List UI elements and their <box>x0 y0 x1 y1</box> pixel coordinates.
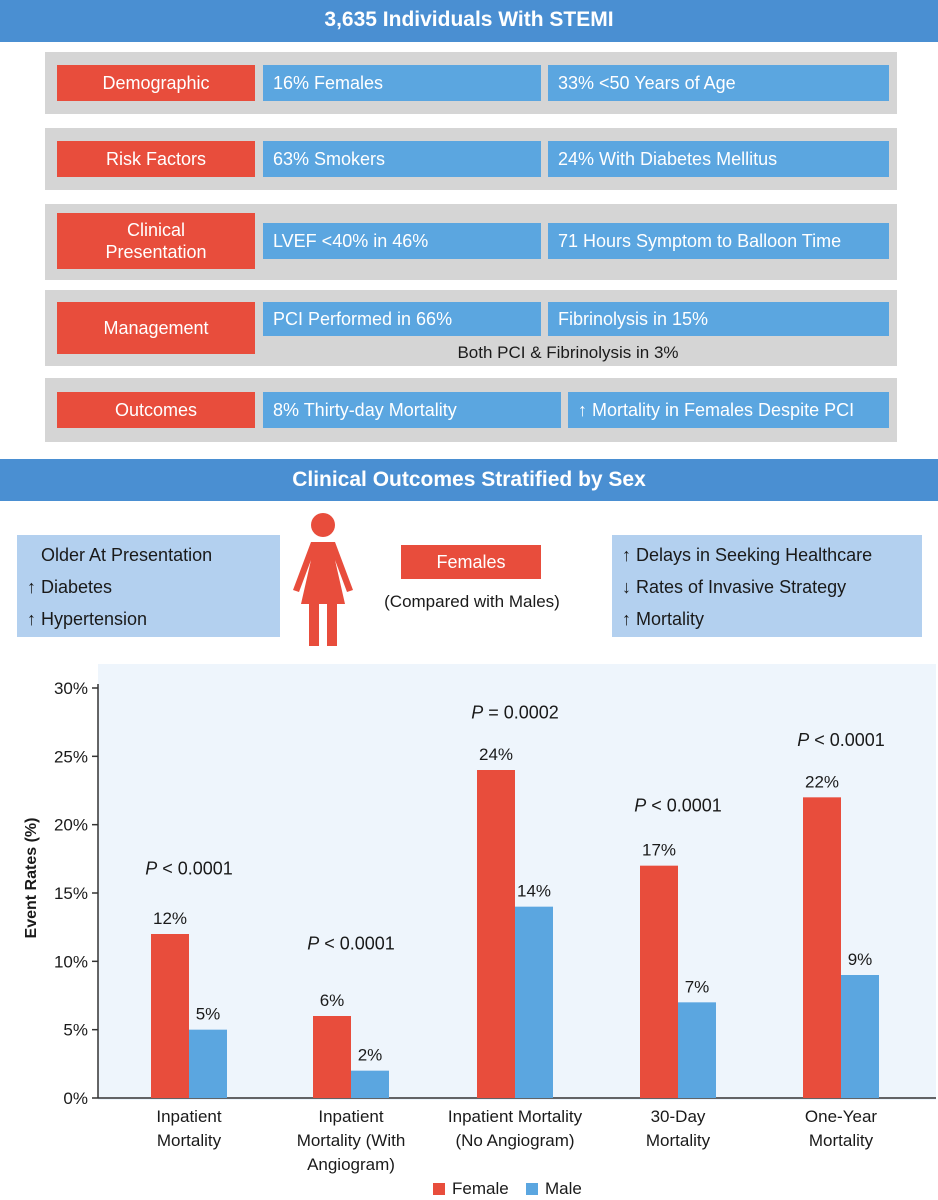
y-axis-label: Event Rates (%) <box>23 818 40 939</box>
row-note-both: Both PCI & Fibrinolysis in 3% <box>457 343 679 362</box>
bar-male <box>678 1002 716 1098</box>
x-tick-label: Inpatient Mortality (No Angiogram) <box>448 1107 583 1150</box>
row-value-lvef: LVEF <40% in 46% <box>263 223 541 259</box>
bar-value-label: 9% <box>848 950 873 969</box>
bar-value-label: 22% <box>805 772 839 791</box>
x-tick-label: 30-Day Mortality <box>646 1107 711 1150</box>
bar-value-label: 14% <box>517 882 551 901</box>
bar-value-label: 24% <box>479 745 513 764</box>
females-subtitle: (Compared with Males) <box>384 592 560 611</box>
legend-label-male: Male <box>545 1179 582 1198</box>
female-figure-icon <box>293 513 353 646</box>
row-label-management: Management <box>57 302 255 354</box>
bar-female <box>803 797 841 1098</box>
row-value-diabetes: 24% With Diabetes Mellitus <box>548 141 889 177</box>
bar-value-label: 5% <box>196 1005 221 1024</box>
row-label-demographic: Demographic <box>57 65 255 101</box>
p-value-label: P < 0.0001 <box>797 730 885 750</box>
bar-male <box>515 906 553 1098</box>
bar-value-label: 17% <box>642 841 676 860</box>
row-value-females: 16% Females <box>263 65 541 101</box>
legend-label-female: Female <box>452 1179 509 1198</box>
bar-male <box>841 975 879 1098</box>
y-tick-label: 30% <box>54 679 88 698</box>
bar-female <box>313 1016 351 1098</box>
row-value-fibrinolysis: Fibrinolysis in 15% <box>548 302 889 336</box>
row-value-smokers: 63% Smokers <box>263 141 541 177</box>
bar-female <box>151 934 189 1098</box>
x-tick-label: Inpatient Mortality (With Angiogram) <box>297 1107 406 1174</box>
bar-value-label: 2% <box>358 1046 383 1065</box>
legend-swatch-male <box>526 1183 538 1195</box>
females-label: Females <box>401 545 541 579</box>
row-value-pci: PCI Performed in 66% <box>263 302 541 336</box>
y-tick-label: 15% <box>54 884 88 903</box>
female-outcomes-box: ↑ Delays in Seeking Healthcare ↓ Rates o… <box>612 535 922 637</box>
row-label-risk-factors: Risk Factors <box>57 141 255 177</box>
row-label-outcomes: Outcomes <box>57 392 255 428</box>
bar-female <box>640 865 678 1098</box>
x-tick-label: One-Year Mortality <box>805 1107 877 1150</box>
p-value-label: P < 0.0001 <box>307 934 395 954</box>
bar-male <box>189 1029 227 1098</box>
y-tick-label: 0% <box>63 1089 88 1108</box>
row-value-age: 33% <50 Years of Age <box>548 65 889 101</box>
y-tick-label: 5% <box>63 1021 88 1040</box>
p-value-label: P < 0.0001 <box>145 858 233 878</box>
trait-hypertension: ↑ Hypertension <box>27 609 148 629</box>
outcome-mortality: ↑ Mortality <box>622 609 705 629</box>
row-value-symptom-time: 71 Hours Symptom to Balloon Time <box>548 223 889 259</box>
bar-value-label: 12% <box>153 909 187 928</box>
row-label-clinical-presentation: Clinical Presentation <box>57 213 255 269</box>
legend: Female Male <box>433 1179 582 1198</box>
bar-value-label: 7% <box>685 977 710 996</box>
outcome-invasive: ↓ Rates of Invasive Strategy <box>622 577 847 597</box>
x-tick-label: Inpatient Mortality <box>156 1107 221 1150</box>
header-title: 3,635 Individuals With STEMI <box>0 0 938 42</box>
section-title: Clinical Outcomes Stratified by Sex <box>0 459 938 501</box>
bar-male <box>351 1070 389 1098</box>
bar-value-label: 6% <box>320 991 345 1010</box>
female-traits-box: Older At Presentation ↑ Diabetes ↑ Hyper… <box>17 535 280 637</box>
y-tick-label: 25% <box>54 747 88 766</box>
p-value-label: P = 0.0002 <box>471 703 559 723</box>
event-rates-chart: 0% 5% 10% 15% 20% 25% 30% 12% 6% 24% 17% 22% 5% 2% 14… <box>0 660 938 1200</box>
outcome-delays: ↑ Delays in Seeking Healthcare <box>622 545 873 565</box>
trait-older: Older At Presentation <box>41 545 213 565</box>
y-tick-label: 20% <box>54 816 88 835</box>
legend-swatch-female <box>433 1183 445 1195</box>
row-value-mortality-females: ↑ Mortality in Females Despite PCI <box>568 392 889 428</box>
bar-female <box>477 770 515 1098</box>
row-value-thirty-day: 8% Thirty-day Mortality <box>263 392 561 428</box>
y-tick-label: 10% <box>54 952 88 971</box>
p-value-label: P < 0.0001 <box>634 796 722 816</box>
trait-diabetes: ↑ Diabetes <box>27 577 113 597</box>
